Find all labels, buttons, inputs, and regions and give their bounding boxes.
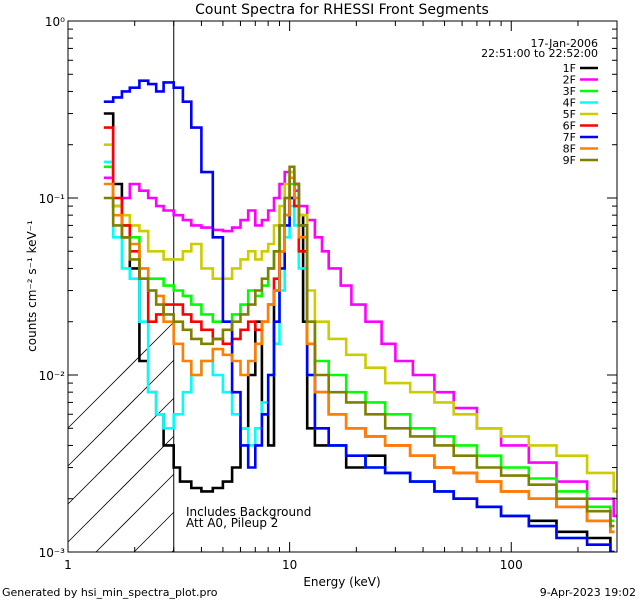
series-9F-line: [103, 165, 615, 528]
axis-ticks: [67, 20, 618, 553]
legend-label-3F: 3F: [563, 85, 576, 98]
legend-label-7F: 7F: [563, 131, 576, 144]
hatch-line: [67, 397, 175, 505]
y-tick-label: 10⁻²: [39, 369, 66, 383]
x-axis-label: Energy (keV): [303, 575, 380, 589]
hatch-line: [67, 321, 175, 429]
series-7F-line: [103, 79, 615, 552]
series-1F-line: [103, 112, 615, 552]
y-tick-label: 10⁻³: [39, 546, 66, 560]
footer-generated-by: Generated by hsi_min_spectra_plot.pro: [2, 586, 218, 599]
y-axis-label: counts cm⁻² s⁻¹ keV⁻¹: [25, 220, 39, 352]
x-tick-label: 10: [282, 558, 297, 572]
series-layer: [103, 79, 617, 552]
hatch-line: [67, 359, 175, 467]
footer-timestamp: 9-Apr-2023 19:02: [540, 586, 636, 599]
hatch-line: [67, 435, 175, 543]
chart-title: Count Spectra for RHESSI Front Segments: [195, 2, 489, 18]
legend-label-9F: 9F: [563, 154, 576, 167]
time-range-label: 22:51:00 to 22:52:00: [481, 47, 598, 60]
legend-label-4F: 4F: [563, 97, 576, 110]
annotation-line-2: Att A0, Pileup 2: [186, 516, 278, 530]
x-tick-label: 100: [500, 558, 523, 572]
annotation-line-1: Includes Background: [186, 505, 311, 519]
y-tick-label: 10⁰: [45, 15, 65, 29]
hatch-line: [133, 511, 175, 553]
date-label: 17-Jan-2006: [531, 37, 599, 50]
legend-label-8F: 8F: [563, 143, 576, 156]
plot-frame: [67, 20, 618, 553]
legend-label-2F: 2F: [563, 74, 576, 87]
hatched-region: [67, 321, 175, 553]
series-4F-line: [103, 160, 615, 552]
legend-label-5F: 5F: [563, 108, 576, 121]
x-tick-label: 1: [64, 558, 72, 572]
series-5F-line: [103, 143, 617, 493]
legend-label-6F: 6F: [563, 120, 576, 133]
legend-label-1F: 1F: [563, 62, 576, 75]
y-tick-label: 10⁻¹: [39, 192, 66, 206]
hatch-line: [95, 473, 175, 553]
axis-tick-labels: 1 10 100 10⁰ 10⁻¹ 10⁻² 10⁻³: [39, 15, 523, 572]
